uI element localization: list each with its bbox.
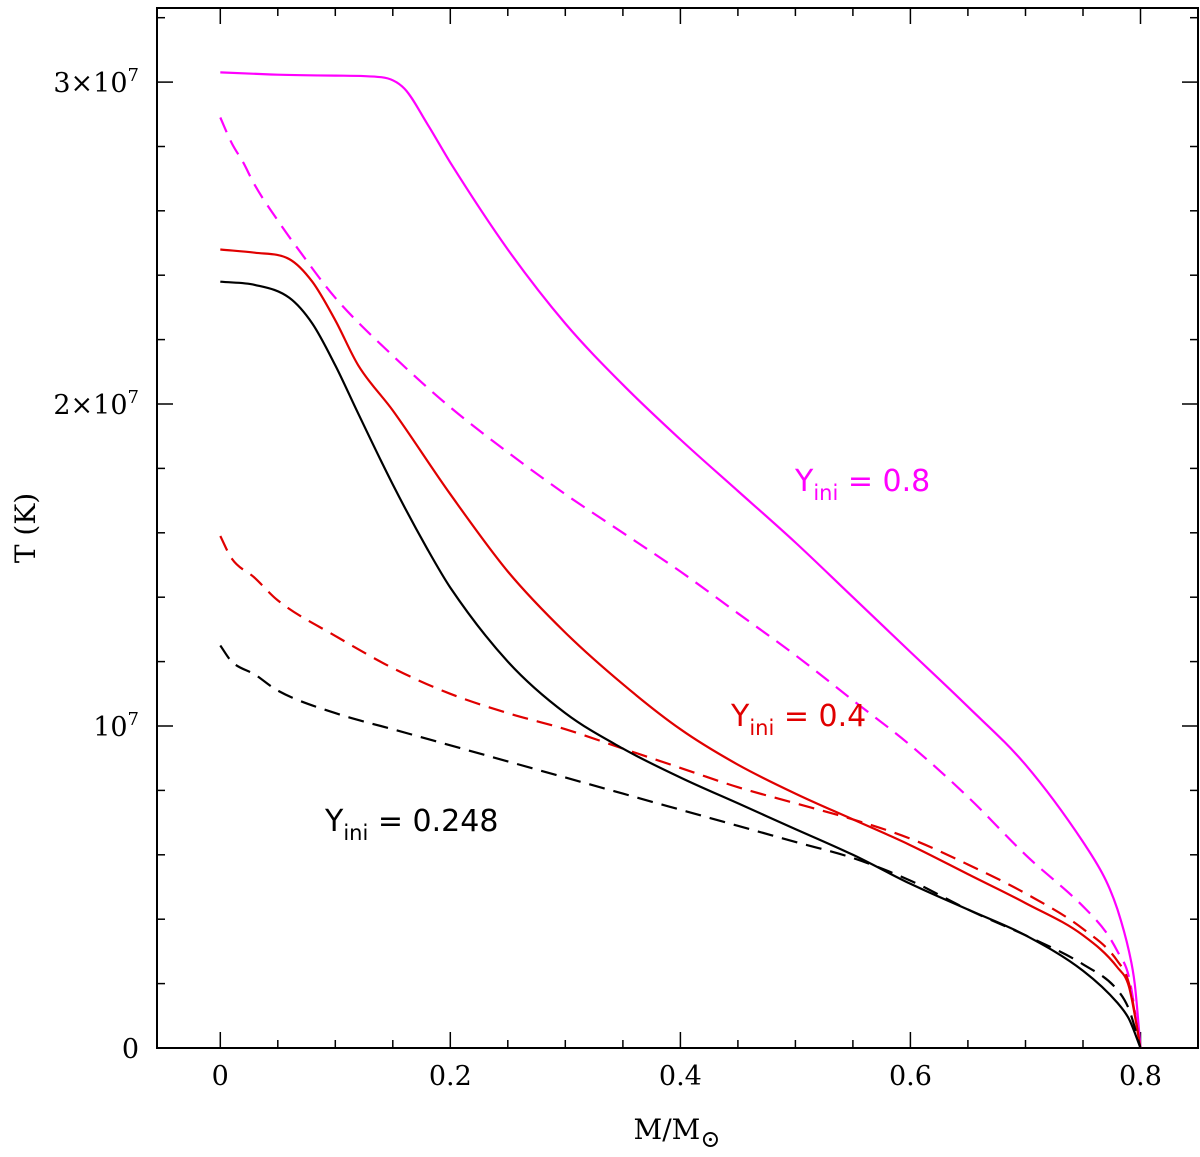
sun-symbol: ⊙ — [700, 1125, 720, 1153]
series-yini-0.4-dashed — [219, 535, 1142, 1049]
axis-ticks — [157, 8, 1198, 1049]
annotation-yini-0.8: Yini = 0.8 — [794, 464, 930, 505]
series-yini-0.8-dashed — [219, 117, 1142, 1049]
series-yini-0.8-solid — [220, 71, 1142, 1049]
series-layer — [219, 71, 1142, 1049]
x-tick-label: 0.4 — [659, 1061, 702, 1092]
x-axis-title: M/M⊙ — [634, 1113, 721, 1153]
x-tick-label: 0.2 — [429, 1061, 472, 1092]
x-tick-label: 0 — [212, 1061, 229, 1092]
x-tick-label: 0.6 — [889, 1061, 932, 1092]
plot-frame — [156, 7, 1199, 1049]
y-tick-label: 107 — [93, 709, 139, 743]
series-yini-0.248-dashed — [219, 644, 1142, 1049]
series-yini-0.248-solid — [220, 280, 1142, 1049]
tick-labels: 0 0.2 0.4 0.6 0.8 0 107 2×107 3×107 — [53, 65, 1162, 1092]
annotation-yini-0.4: Yini = 0.4 — [730, 699, 866, 740]
y-axis-title: T (K) — [9, 493, 42, 563]
x-axis-title-text: M/M — [634, 1113, 701, 1146]
y-tick-label: 2×107 — [53, 387, 139, 421]
y-tick-label: 3×107 — [53, 65, 139, 99]
x-tick-label: 0.8 — [1119, 1061, 1162, 1092]
y-tick-label: 0 — [122, 1034, 139, 1065]
annotation-yini-0.248: Yini = 0.248 — [324, 804, 498, 845]
series-yini-0.4-solid — [220, 248, 1142, 1049]
